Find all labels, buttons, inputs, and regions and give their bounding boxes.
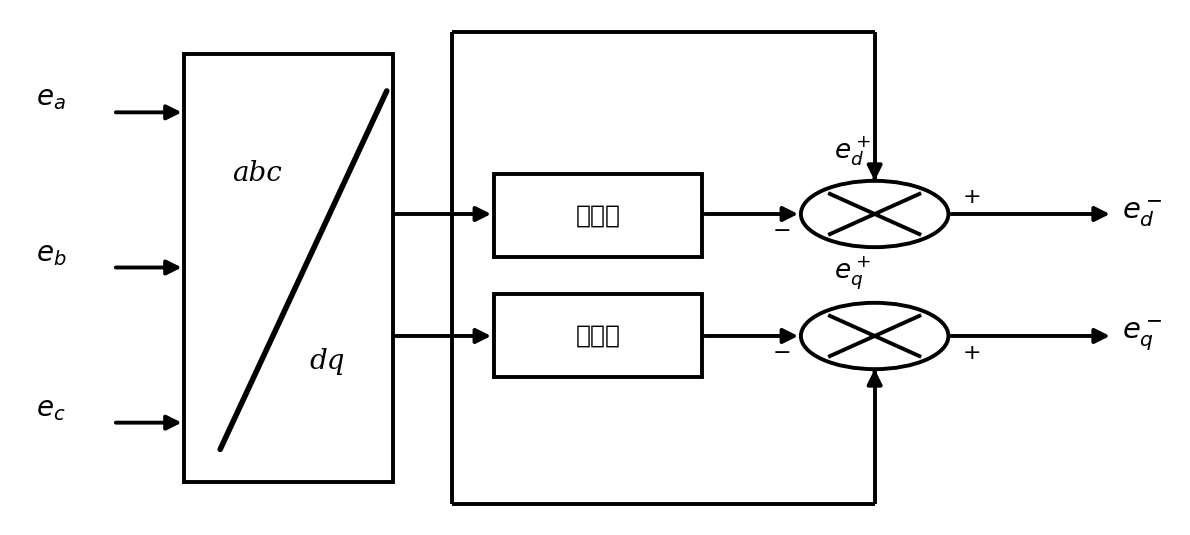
Text: $e_b$: $e_b$ xyxy=(36,241,67,268)
Text: abc: abc xyxy=(232,160,282,187)
Circle shape xyxy=(801,181,948,247)
Circle shape xyxy=(801,303,948,369)
Bar xyxy=(494,174,702,257)
Text: $e_q^+$: $e_q^+$ xyxy=(834,255,871,292)
Text: +: + xyxy=(963,187,982,208)
Text: 陷波器: 陷波器 xyxy=(576,324,620,348)
Bar xyxy=(494,294,702,377)
Text: −: − xyxy=(772,220,791,241)
Text: 陷波器: 陷波器 xyxy=(576,203,620,227)
Text: −: − xyxy=(772,342,791,363)
Text: $e_a$: $e_a$ xyxy=(36,86,65,112)
Bar xyxy=(184,54,393,482)
Text: +: + xyxy=(963,342,982,363)
Text: $e_q^-$: $e_q^-$ xyxy=(1122,319,1163,353)
Text: dq: dq xyxy=(309,348,345,375)
Text: $e_d^-$: $e_d^-$ xyxy=(1122,198,1163,230)
Text: $e_d^+$: $e_d^+$ xyxy=(834,134,871,169)
Text: $e_c$: $e_c$ xyxy=(36,396,65,423)
